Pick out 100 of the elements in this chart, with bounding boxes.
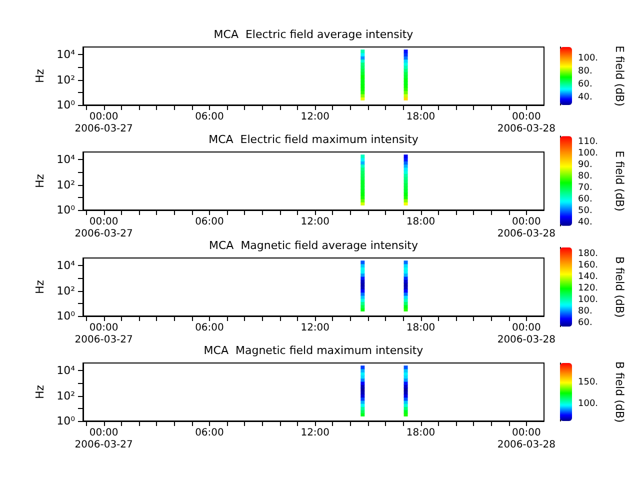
- point: [404, 168, 408, 172]
- point: [404, 94, 408, 98]
- y-tick-label: 10²: [56, 178, 75, 192]
- point: [360, 154, 365, 158]
- point: [404, 304, 408, 308]
- x-tick-label: 18:00: [406, 427, 436, 438]
- point: [360, 368, 365, 372]
- y-tick-label: 10⁰: [56, 414, 76, 428]
- x-tick-label: 00:00 2006-03-27: [74, 112, 133, 134]
- chart-title: MCA Electric field average intensity: [214, 28, 414, 41]
- color-bar-label: 150.: [578, 377, 598, 388]
- point: [404, 74, 408, 78]
- y-tick-label: 10⁰: [56, 309, 76, 322]
- color-bar-label: 100.: [578, 399, 598, 410]
- color-bar-title: B field (dB): [613, 361, 626, 423]
- color-bar-label: 160.: [578, 260, 598, 270]
- y-tick-label: 10⁴: [56, 48, 76, 62]
- color-bar-title: E field (dB): [613, 150, 626, 212]
- x-tick-label: 00:00 2006-03-28: [497, 427, 556, 450]
- point: [404, 366, 408, 370]
- point: [360, 52, 365, 56]
- y-tick-label: 10⁰: [56, 204, 76, 217]
- point: [360, 168, 365, 172]
- point: [404, 292, 408, 296]
- point: [360, 62, 365, 66]
- color-bar-label: 60.: [578, 79, 592, 90]
- point: [360, 397, 365, 401]
- chart-title: MCA Magnetic field maximum intensity: [204, 344, 424, 357]
- color-bar-title: E field (dB): [613, 46, 626, 106]
- point: [404, 368, 408, 372]
- point: [404, 186, 408, 190]
- point: [404, 410, 408, 414]
- color-bar-label: 40.: [578, 92, 592, 102]
- point: [360, 186, 365, 190]
- x-tick-label: 12:00: [300, 112, 330, 122]
- x-tick-label: 06:00: [195, 322, 224, 334]
- point: [404, 158, 408, 162]
- point: [404, 378, 408, 382]
- point: [360, 50, 365, 54]
- point: [360, 292, 365, 296]
- point: [404, 390, 408, 394]
- point: [404, 263, 408, 268]
- color-bar-title: B field (dB): [613, 256, 626, 318]
- color-bar-label: 60.: [578, 318, 592, 328]
- color-bar-label: 70.: [578, 183, 592, 194]
- point: [360, 260, 365, 264]
- point: [360, 94, 365, 98]
- y-tick-label: 10⁰: [56, 98, 76, 112]
- x-tick-label: 06:00: [195, 112, 224, 122]
- x-tick-label: 12:00: [300, 427, 330, 438]
- color-bar-label: 50.: [578, 206, 592, 216]
- x-tick-label: 00:00 2006-03-28: [497, 216, 556, 240]
- x-tick-label: 12:00: [300, 322, 330, 334]
- point: [404, 180, 408, 184]
- y-axis-title: Hz: [34, 279, 47, 294]
- color-bar-label: 60.: [578, 194, 592, 205]
- x-tick-label: 00:00 2006-03-28: [497, 112, 556, 134]
- x-tick-label: 18:00: [406, 216, 436, 228]
- x-tick-label: 18:00: [406, 322, 436, 334]
- color-bar-label: 90.: [578, 160, 592, 170]
- point: [360, 366, 365, 370]
- point: [404, 272, 408, 276]
- color-bar-label: 100.: [578, 294, 598, 305]
- point: [404, 154, 408, 158]
- point: [404, 50, 408, 54]
- chart-title: MCA Magnetic field average intensity: [208, 238, 418, 252]
- x-tick-label: 00:00 2006-03-28: [497, 322, 556, 346]
- point: [360, 410, 365, 414]
- point: [404, 397, 408, 401]
- y-tick-label: 10²: [56, 389, 75, 402]
- color-bar-label: 80.: [578, 172, 592, 182]
- x-tick-label: 06:00: [195, 427, 224, 438]
- y-tick-label: 10⁴: [56, 258, 76, 272]
- x-tick-label: 06:00: [195, 216, 224, 228]
- point: [360, 199, 365, 203]
- x-tick-label: 00:00 2006-03-27: [74, 322, 133, 346]
- x-tick-label: 18:00: [406, 112, 436, 122]
- point: [404, 260, 408, 264]
- point: [360, 390, 365, 394]
- point: [360, 378, 365, 382]
- color-bar-label: 140.: [578, 272, 598, 282]
- y-tick-label: 10⁴: [56, 364, 76, 378]
- y-axis-title: Hz: [34, 384, 47, 400]
- y-tick-label: 10²: [56, 73, 75, 86]
- point: [360, 263, 365, 268]
- color-bar-label: 120.: [578, 283, 598, 294]
- x-tick-label: 12:00: [300, 216, 330, 228]
- x-tick-label: 00:00 2006-03-27: [74, 427, 133, 450]
- y-axis-title: Hz: [34, 68, 47, 84]
- color-bar-label: 100.: [578, 54, 598, 64]
- point: [404, 199, 408, 203]
- point: [404, 62, 408, 66]
- point: [360, 304, 365, 308]
- x-tick-label: 00:00 2006-03-27: [74, 216, 133, 240]
- point: [360, 158, 365, 162]
- color-bar-label: 40.: [578, 218, 592, 228]
- point: [404, 52, 408, 56]
- color-bar-label: 80.: [578, 306, 592, 316]
- point: [360, 285, 365, 290]
- chart-title: MCA Electric field maximum intensity: [208, 133, 419, 146]
